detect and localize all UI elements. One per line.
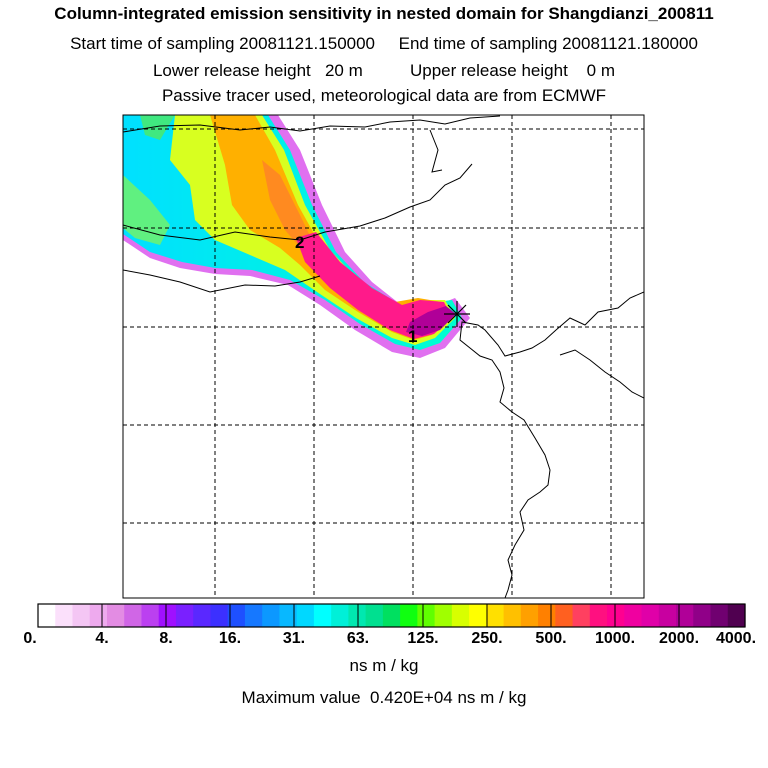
colorbar-cell	[417, 604, 436, 627]
colorbar-cell	[365, 604, 384, 627]
colorbar-cell	[38, 604, 56, 627]
colorbar-cell	[348, 604, 367, 627]
colorbar-tick-label: 4000.	[715, 630, 757, 647]
boundary-line-small	[429, 129, 443, 173]
map-frame	[122, 114, 645, 599]
colorbar-tick-label: 31.	[282, 630, 306, 647]
plume-orange-core	[262, 160, 312, 245]
colorbar-cell	[469, 604, 487, 627]
boundary-line-north	[123, 115, 501, 133]
colorbar-cell	[141, 604, 160, 627]
colorbar-unit: ns m / kg	[349, 656, 419, 675]
coastline-peninsula	[559, 349, 644, 399]
colorbar-tick-label: 1000.	[594, 630, 636, 647]
colorbar-cell	[624, 604, 643, 627]
point-label-2: 2	[295, 233, 304, 252]
colorbar-frame	[37, 603, 746, 628]
colorbar-cell	[572, 604, 591, 627]
point-label-1: 1	[408, 327, 417, 346]
colorbar-cell	[262, 604, 281, 627]
colorbar-cell	[210, 604, 229, 627]
max-value-line: Maximum value 0.420E+04 ns m / kg	[241, 688, 527, 707]
colorbar-dividers	[101, 604, 680, 627]
map-title: Column-integrated emission sensitivity i…	[54, 4, 714, 23]
tracer-info-line: Passive tracer used, meteorological data…	[161, 86, 607, 105]
plume-dark-core	[406, 306, 456, 336]
boundary-line-west	[123, 269, 321, 293]
colorbar-cell	[158, 604, 177, 627]
colorbar-tick-label: 250.	[471, 630, 503, 647]
colorbar-cell	[520, 604, 539, 627]
colorbar-cell	[434, 604, 453, 627]
colorbar-cell	[72, 604, 91, 627]
colorbar-cell	[331, 604, 349, 627]
colorbar-cell	[89, 604, 108, 627]
colorbar-cell	[193, 604, 212, 627]
colorbar-cell	[727, 604, 746, 627]
colorbar-cell	[710, 604, 729, 627]
colorbar-tick-label: 125.	[407, 630, 439, 647]
colorbar-cell	[244, 604, 263, 627]
coastline-east	[459, 291, 644, 598]
colorbar-tick-label: 16.	[218, 630, 242, 647]
coastlines	[123, 115, 644, 598]
colorbar-cell	[555, 604, 574, 627]
colorbar-cell	[175, 604, 194, 627]
colorbar-cell	[693, 604, 712, 627]
colorbar-cell	[279, 604, 298, 627]
release-height-line: Lower release height 20 m Upper release …	[152, 61, 616, 80]
colorbar-cell	[503, 604, 522, 627]
plume-green-top	[140, 115, 175, 140]
colorbar-cell	[106, 604, 125, 627]
colorbar-cell	[676, 604, 694, 627]
colorbar-tick-label: 0.	[23, 630, 37, 647]
colorbar-cell	[382, 604, 401, 627]
colorbar	[38, 604, 746, 627]
colorbar-tick-label: 63.	[346, 630, 370, 647]
boundary-line-middle	[123, 163, 473, 241]
sampling-time-line: Start time of sampling 20081121.150000 E…	[70, 34, 698, 53]
colorbar-tick-label: 2000.	[658, 630, 700, 647]
colorbar-cell	[607, 604, 625, 627]
station-marker	[444, 301, 470, 327]
colorbar-tick-label: 8.	[159, 630, 173, 647]
colorbar-cell	[589, 604, 608, 627]
colorbar-cell	[313, 604, 332, 627]
colorbar-cell	[658, 604, 677, 627]
colorbar-tick-label: 4.	[95, 630, 109, 647]
colorbar-cell	[227, 604, 246, 627]
grid-lines	[123, 115, 644, 598]
colorbar-cell	[451, 604, 470, 627]
colorbar-cell	[296, 604, 315, 627]
colorbar-cell	[124, 604, 143, 627]
colorbar-tick-label: 500.	[535, 630, 567, 647]
colorbar-cell	[400, 604, 418, 627]
colorbar-cell	[538, 604, 556, 627]
colorbar-cell	[641, 604, 660, 627]
colorbar-cell	[55, 604, 74, 627]
plume-field	[123, 115, 470, 358]
colorbar-cell	[486, 604, 505, 627]
